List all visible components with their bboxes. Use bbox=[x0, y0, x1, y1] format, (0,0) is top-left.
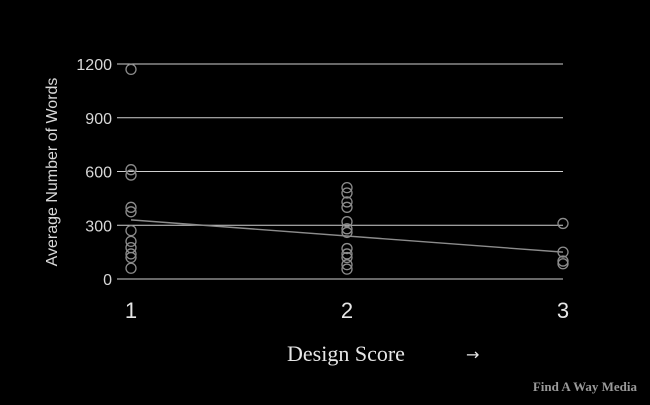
data-points bbox=[125, 63, 569, 275]
y-tick-label: 600 bbox=[85, 165, 112, 182]
data-point bbox=[341, 201, 353, 213]
data-point bbox=[125, 164, 137, 176]
data-point bbox=[125, 251, 137, 264]
data-point bbox=[341, 223, 353, 235]
data-point bbox=[125, 169, 137, 181]
data-point bbox=[341, 196, 353, 208]
data-point bbox=[341, 259, 353, 271]
data-point bbox=[341, 216, 353, 228]
data-point bbox=[125, 63, 137, 76]
x-tick-label: 3 bbox=[557, 298, 569, 323]
data-point bbox=[557, 217, 569, 230]
brand-watermark: Find A Way Media bbox=[533, 379, 638, 394]
grid-lines bbox=[117, 63, 563, 280]
data-point bbox=[341, 248, 353, 260]
y-tick-label: 1200 bbox=[76, 57, 112, 74]
y-tick-label: 300 bbox=[85, 218, 112, 235]
data-point bbox=[341, 263, 353, 275]
trend-line bbox=[130, 219, 564, 253]
y-axis-label: Average Number of Words bbox=[44, 78, 61, 267]
data-point bbox=[125, 206, 137, 218]
data-point bbox=[341, 242, 353, 255]
data-point bbox=[125, 262, 137, 274]
data-point bbox=[341, 181, 353, 194]
x-axis-label: Design Score bbox=[287, 341, 405, 366]
x-tick-label: 1 bbox=[125, 298, 137, 323]
data-point bbox=[557, 246, 569, 258]
x-tick-label: 2 bbox=[341, 298, 353, 323]
y-tick-label: 0 bbox=[103, 272, 112, 289]
data-point bbox=[341, 226, 353, 239]
x-tick-labels: 1 2 3 bbox=[125, 298, 569, 323]
data-point bbox=[341, 251, 353, 264]
y-tick-labels: 0 300 600 900 1200 bbox=[76, 57, 112, 289]
data-point bbox=[125, 248, 137, 260]
data-point bbox=[557, 255, 569, 267]
data-point bbox=[125, 201, 137, 213]
data-point bbox=[125, 224, 137, 237]
arrow-right-icon: → bbox=[466, 345, 479, 364]
data-point bbox=[557, 258, 569, 270]
data-point bbox=[125, 235, 137, 248]
y-tick-label: 900 bbox=[85, 111, 112, 128]
data-point bbox=[341, 187, 353, 199]
